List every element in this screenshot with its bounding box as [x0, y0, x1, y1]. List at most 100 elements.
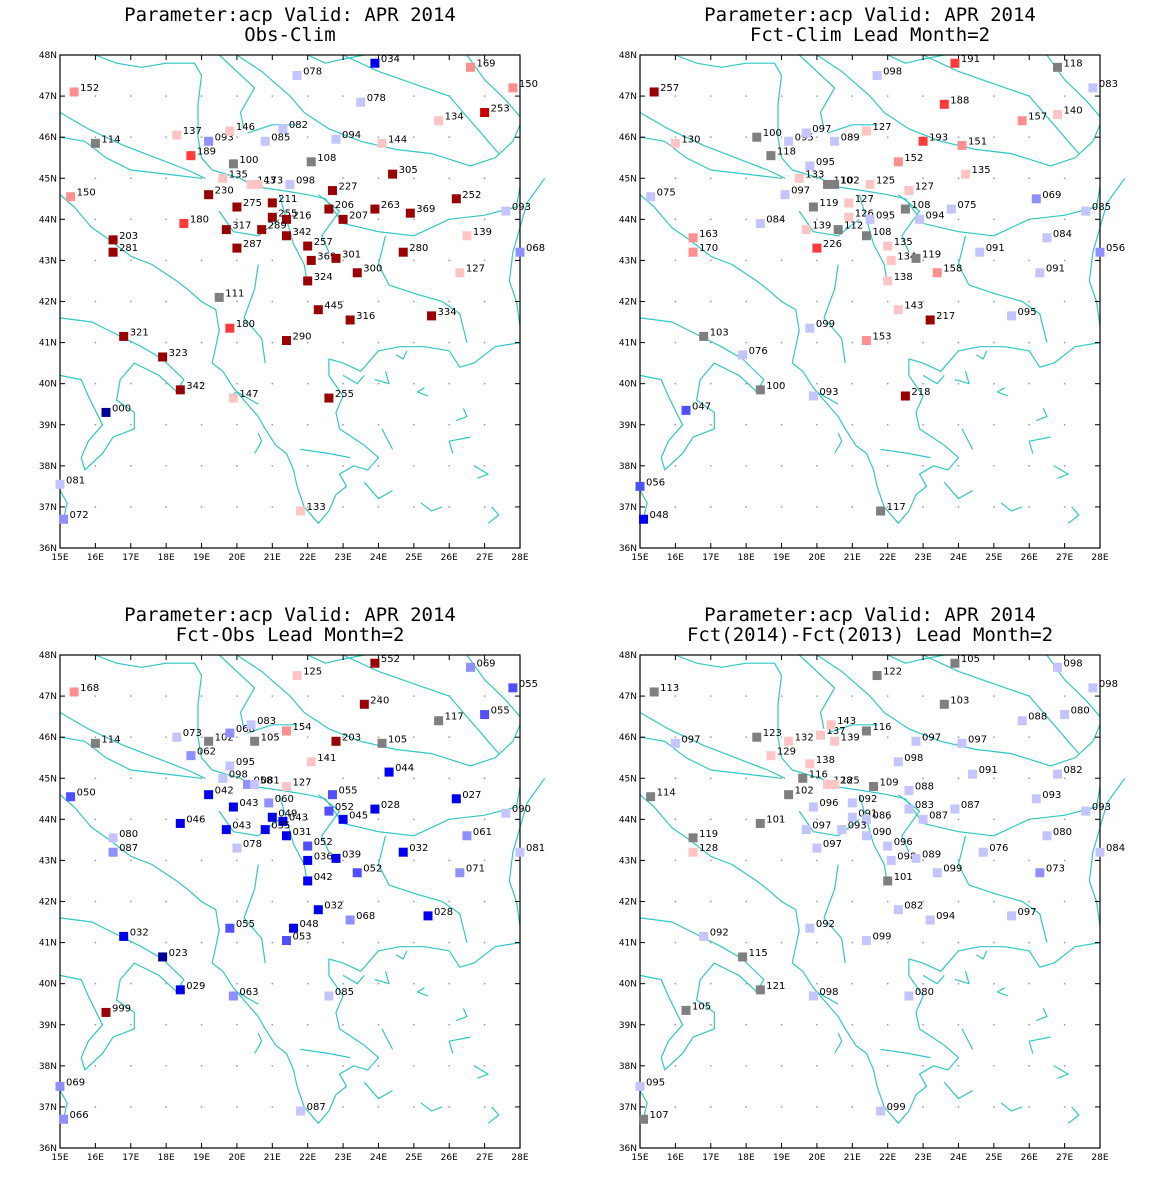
grid-dot — [1063, 859, 1066, 862]
station-label: 101 — [766, 814, 785, 825]
grid-dot — [413, 859, 415, 862]
grid-dot — [413, 1106, 415, 1108]
grid-dot — [710, 695, 712, 697]
grid-dot — [674, 177, 677, 179]
grid-dot — [236, 941, 238, 944]
grid-dot — [780, 177, 783, 179]
grid-dot — [306, 382, 309, 385]
grid-dot — [886, 341, 889, 344]
station-label: 119 — [699, 829, 718, 840]
station-marker — [264, 798, 274, 808]
station-label: 334 — [438, 307, 457, 318]
grid-dot — [377, 941, 380, 944]
x-tick-label: 28E — [511, 553, 528, 563]
grid-dot — [674, 341, 677, 344]
grid-dot — [377, 695, 380, 697]
grid-dot — [377, 424, 380, 426]
x-tick-label: 26E — [1021, 553, 1038, 563]
grid-dot — [1028, 941, 1030, 944]
station-label: 105 — [388, 734, 407, 745]
station-marker — [260, 825, 270, 835]
station-label: 044 — [395, 763, 414, 774]
station-marker — [281, 726, 291, 736]
grid-dot — [886, 136, 889, 138]
river — [342, 54, 500, 154]
grid-dot — [816, 136, 818, 138]
grid-dot — [165, 136, 167, 138]
station-label: 203 — [119, 231, 138, 242]
station-marker — [833, 225, 843, 235]
y-tick-label: 41N — [619, 339, 637, 349]
island — [922, 374, 945, 385]
station-marker — [635, 1081, 645, 1091]
grid-dot — [1063, 341, 1066, 344]
station-marker — [961, 169, 971, 179]
grid-dot — [342, 465, 344, 467]
island — [1036, 1008, 1048, 1022]
station-label: 082 — [904, 901, 923, 912]
station-label: 078 — [303, 67, 322, 78]
grid-dot — [993, 1106, 995, 1108]
grid-dot — [922, 982, 924, 985]
station-marker — [1042, 831, 1052, 841]
station-label: 048 — [300, 919, 319, 930]
grid-dot — [1028, 900, 1030, 903]
grid-dot — [993, 1024, 995, 1026]
grid-dot — [271, 506, 274, 508]
river — [922, 654, 1080, 754]
island — [975, 950, 988, 960]
station-label: 281 — [119, 243, 138, 254]
grid-dot — [271, 177, 274, 179]
y-tick-label: 38N — [619, 1062, 637, 1072]
station-marker — [303, 841, 313, 851]
grid-dot — [710, 465, 712, 467]
station-label: 099 — [816, 319, 835, 330]
station-marker — [345, 315, 355, 325]
x-tick-label: 19E — [193, 553, 210, 563]
grid-dot — [377, 218, 380, 221]
station-marker — [359, 699, 369, 709]
y-tick-label: 38N — [619, 462, 637, 472]
grid-dot — [413, 982, 415, 985]
station-label: 108 — [317, 153, 336, 164]
station-marker — [950, 804, 960, 814]
station-marker — [281, 936, 291, 946]
station-marker — [1053, 62, 1063, 72]
coastline — [639, 194, 1101, 524]
station-label: 123 — [763, 728, 782, 739]
grid-dot — [816, 1065, 818, 1067]
grid-dot — [130, 300, 132, 303]
station-marker — [766, 151, 776, 161]
station-label: 122 — [883, 667, 902, 678]
grid-dot — [780, 1024, 783, 1026]
station-label: 093 — [1092, 802, 1111, 813]
grid-dot — [993, 859, 995, 862]
x-tick-label: 26E — [441, 1153, 458, 1163]
grid-dot — [271, 859, 274, 862]
station-label: 088 — [915, 782, 934, 793]
station-marker — [292, 671, 302, 681]
grid-dot — [1063, 900, 1066, 903]
x-tick-label: 27E — [1056, 553, 1073, 563]
grid-dot — [200, 1106, 203, 1108]
station-label: 111 — [225, 288, 244, 299]
grid-dot — [957, 382, 960, 385]
station-marker — [228, 393, 238, 403]
station-label: 207 — [349, 210, 368, 221]
stations: 2571301001180950970891270981911881180831… — [635, 54, 1125, 524]
grid-dot — [1063, 695, 1066, 697]
grid-dot — [816, 941, 818, 944]
station-label: 150 — [77, 188, 96, 199]
grid-dot — [483, 95, 486, 97]
y-tick-label: 36N — [39, 544, 57, 554]
grid-dot — [342, 177, 344, 179]
grid-dot — [271, 382, 274, 385]
grid-dot — [130, 382, 132, 385]
station-label: 168 — [80, 683, 99, 694]
station-marker — [915, 214, 925, 224]
station-label: 094 — [936, 911, 955, 922]
grid-dot — [957, 465, 960, 467]
grid-dot — [377, 900, 380, 903]
station-marker — [830, 779, 840, 789]
station-marker — [784, 736, 794, 746]
